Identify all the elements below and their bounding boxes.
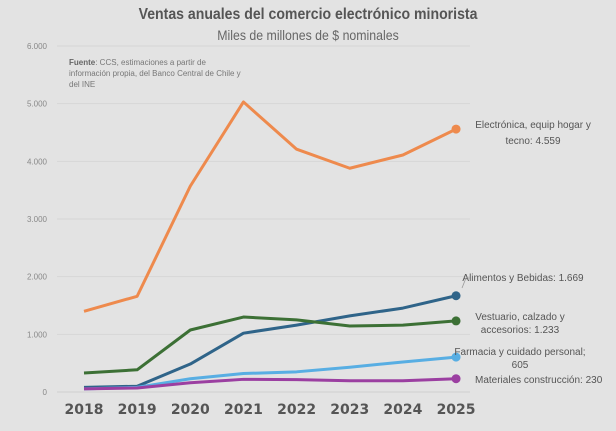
label-leader-line [461,277,470,289]
y-tick-label: 6.000 [27,42,48,51]
y-tick-label: 4.000 [27,157,48,166]
series-line-4 [83,377,457,391]
series-end-marker-0 [451,124,461,134]
chart-title: Ventas anuales del comercio electrónico … [138,6,478,23]
x-tick-label: 2023 [330,402,369,418]
source-text: : CCS, estimaciones a partir de informac… [69,58,241,89]
series-label: accesorios: 1.233 [481,325,560,336]
y-tick-label: 0 [43,388,48,397]
series-label: Materiales construcción: 230 [475,375,603,386]
series-line-0 [83,100,457,313]
series-label: Electrónica, equip hogar y [475,120,591,131]
series-end-marker-3 [451,352,461,362]
x-tick-label: 2022 [277,402,316,418]
series-label: Farmacia y cuidado personal; [454,347,585,358]
y-tick-label: 3.000 [27,215,48,224]
series-label: Alimentos y Bebidas: 1.669 [462,273,584,284]
series-end-marker-1 [451,291,461,301]
x-tick-label: 2020 [171,402,210,418]
series-end-marker-2 [451,316,461,326]
series-label: Vestuario, calzado y [475,312,565,323]
source-label: Fuente [69,58,96,67]
series-end-marker-4 [451,374,461,384]
x-tick-label: 2024 [383,402,422,418]
y-tick-label: 2.000 [27,273,48,282]
x-tick-label: 2021 [224,402,263,418]
x-tick-label: 2025 [437,402,476,418]
source-note: Fuente: CCS, estimaciones a partir de in… [69,57,249,90]
series-line-2 [83,315,457,375]
series-label: 605 [512,360,529,371]
y-tick-label: 5.000 [27,100,48,109]
x-tick-label: 2019 [118,402,157,418]
series-line-1 [83,294,457,389]
y-tick-label: 1.000 [27,330,48,339]
x-tick-label: 2018 [65,402,104,418]
series-label: tecno: 4.559 [505,136,560,147]
chart-subtitle: Miles de millones de $ nominales [217,27,399,43]
